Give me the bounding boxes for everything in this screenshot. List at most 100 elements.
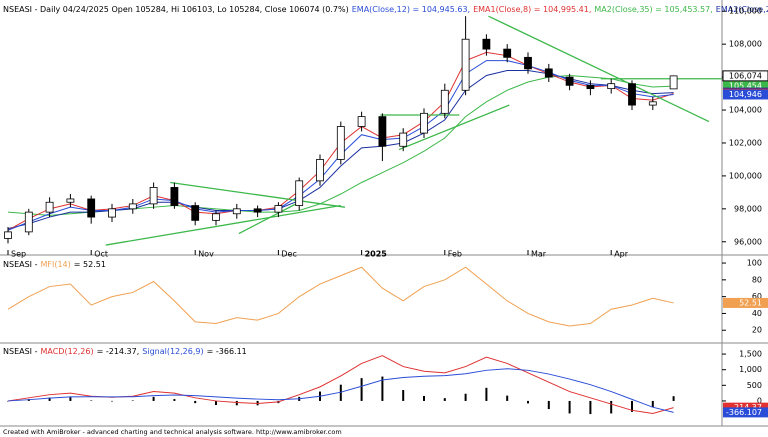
candle-body	[191, 205, 200, 221]
candle-body	[212, 213, 220, 221]
y-tick-label: 60	[752, 292, 762, 301]
histogram-bar	[485, 387, 488, 401]
x-tick-label: Oct	[94, 250, 108, 259]
histogram-bar	[48, 397, 51, 401]
histogram-bar	[402, 390, 405, 401]
value-tag-label: 106,074	[729, 71, 762, 80]
candle-body	[24, 211, 33, 233]
value-tag	[722, 70, 768, 82]
candle-body	[45, 201, 54, 213]
candle-body	[544, 68, 553, 78]
candle-body	[399, 132, 408, 147]
value-tag	[723, 89, 768, 100]
trendline	[170, 181, 346, 208]
histogram-bar	[651, 400, 654, 408]
candle-body	[149, 187, 158, 205]
y-tick-label: 108,000	[729, 40, 762, 49]
y-tick-label: 40	[752, 309, 762, 318]
histogram-bar	[547, 400, 550, 410]
y-tick-label: 80	[752, 275, 762, 284]
histogram-bar	[506, 395, 509, 401]
x-tick-label: Dec	[281, 250, 296, 259]
y-tick-label: 20	[752, 326, 762, 335]
legend-entry: EMA1(Close,8) = 104,995.41,	[473, 5, 591, 14]
candle-body	[440, 89, 449, 114]
legend-entry: MACD(12,26)	[40, 347, 93, 356]
histogram-bar	[589, 400, 592, 415]
panel-title: NSEASI - Daily 04/24/2025 Open 105284, H…	[3, 5, 768, 14]
candle-body	[378, 116, 387, 147]
x-tick-label: Nov	[198, 250, 214, 259]
histogram-bar	[235, 400, 238, 406]
y-tick-label: 0	[757, 396, 762, 405]
trendline	[398, 104, 510, 151]
candle-body	[4, 231, 12, 239]
histogram-bar	[152, 396, 155, 401]
y-tick-label: 100	[747, 259, 762, 268]
histogram-bar	[610, 400, 613, 414]
y-tick-label: 1,000	[739, 365, 762, 374]
y-tick-label: 1,500	[739, 350, 762, 359]
candle-body	[565, 76, 574, 86]
indicator-line	[7, 368, 674, 413]
x-tick-label: Apr	[614, 250, 629, 259]
histogram-bar	[568, 400, 571, 414]
legend-entry: = 52.51	[74, 260, 106, 269]
candle-body	[648, 101, 657, 106]
y-tick-label: 104,000	[729, 106, 762, 115]
candle-body	[87, 198, 96, 218]
histogram-bar	[672, 396, 675, 401]
legend-entry: = -366.11	[207, 347, 247, 356]
candle-body	[357, 116, 366, 127]
legend-entry: Signal(12,26,9)	[142, 347, 203, 356]
candle-body	[524, 56, 532, 70]
candle-body	[586, 84, 595, 90]
candle-body	[295, 180, 304, 206]
value-tag	[723, 81, 768, 92]
histogram-bar	[7, 400, 9, 402]
histogram-bar	[360, 378, 363, 401]
histogram-bar	[464, 393, 467, 401]
histogram-bar	[173, 399, 176, 401]
value-tag-label: -366.107	[726, 408, 762, 417]
y-tick-label: 100,000	[729, 171, 762, 180]
candle-body	[482, 38, 491, 50]
value-tag-label: 52.51	[739, 298, 762, 307]
value-tag-label: 104,946	[729, 90, 762, 99]
candle-body	[607, 83, 616, 90]
value-tag	[723, 407, 768, 418]
trendline	[488, 15, 710, 123]
histogram-bar	[339, 384, 342, 401]
x-tick-label: Mar	[531, 250, 547, 259]
indicator-line	[7, 266, 674, 327]
legend-entry: MA2(Close,35) = 105,453.57,	[594, 5, 712, 14]
value-tag	[723, 297, 768, 308]
panel-title: NSEASI - MFI(14) = 52.51	[3, 260, 106, 269]
candle-body	[316, 159, 324, 182]
y-tick-label: 98,000	[734, 204, 762, 213]
histogram-bar	[423, 395, 425, 401]
histogram-bar	[381, 376, 384, 401]
histogram-bar	[527, 400, 529, 404]
value-tag-label: 105,454	[729, 82, 762, 91]
histogram-bar	[131, 400, 134, 401]
candle-body	[128, 203, 137, 210]
candle-body	[669, 75, 678, 90]
trendline	[238, 201, 300, 235]
y-tick-label: 96,000	[734, 237, 762, 246]
legend-entry: NSEASI -	[3, 260, 38, 269]
panel-title: NSEASI - MACD(12,26) = -214.37, Signal(12,2…	[3, 347, 247, 356]
candle-body	[170, 187, 179, 206]
histogram-bar	[90, 400, 93, 401]
candle-body	[274, 205, 283, 213]
legend-entry: NSEASI -	[3, 347, 38, 356]
x-tick-label: Sep	[11, 250, 26, 259]
y-tick-label: 102,000	[729, 138, 762, 147]
candle-body	[336, 126, 345, 160]
histogram-bar	[194, 400, 197, 404]
candle-body	[420, 112, 428, 134]
y-tick-label: 500	[747, 381, 762, 390]
histogram-bar	[69, 397, 72, 401]
